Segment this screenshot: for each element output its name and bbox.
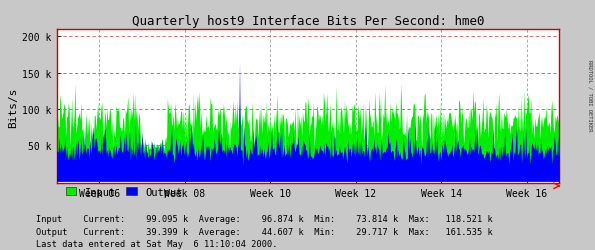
Text: Output   Current:    39.399 k  Average:    44.607 k  Min:    29.717 k  Max:   16: Output Current: 39.399 k Average: 44.607… [36, 227, 493, 236]
Text: Input    Current:    99.095 k  Average:    96.874 k  Min:    73.814 k  Max:   11: Input Current: 99.095 k Average: 96.874 … [36, 214, 493, 223]
Y-axis label: Bits/s: Bits/s [8, 87, 18, 127]
Title: Quarterly host9 Interface Bits Per Second: hme0: Quarterly host9 Interface Bits Per Secon… [131, 14, 484, 28]
Text: RRDTOOL / TOBI OETIKER: RRDTOOL / TOBI OETIKER [588, 60, 593, 130]
Text: Last data entered at Sat May  6 11:10:04 2000.: Last data entered at Sat May 6 11:10:04 … [36, 239, 277, 248]
Legend: Input, Output: Input, Output [62, 183, 187, 201]
